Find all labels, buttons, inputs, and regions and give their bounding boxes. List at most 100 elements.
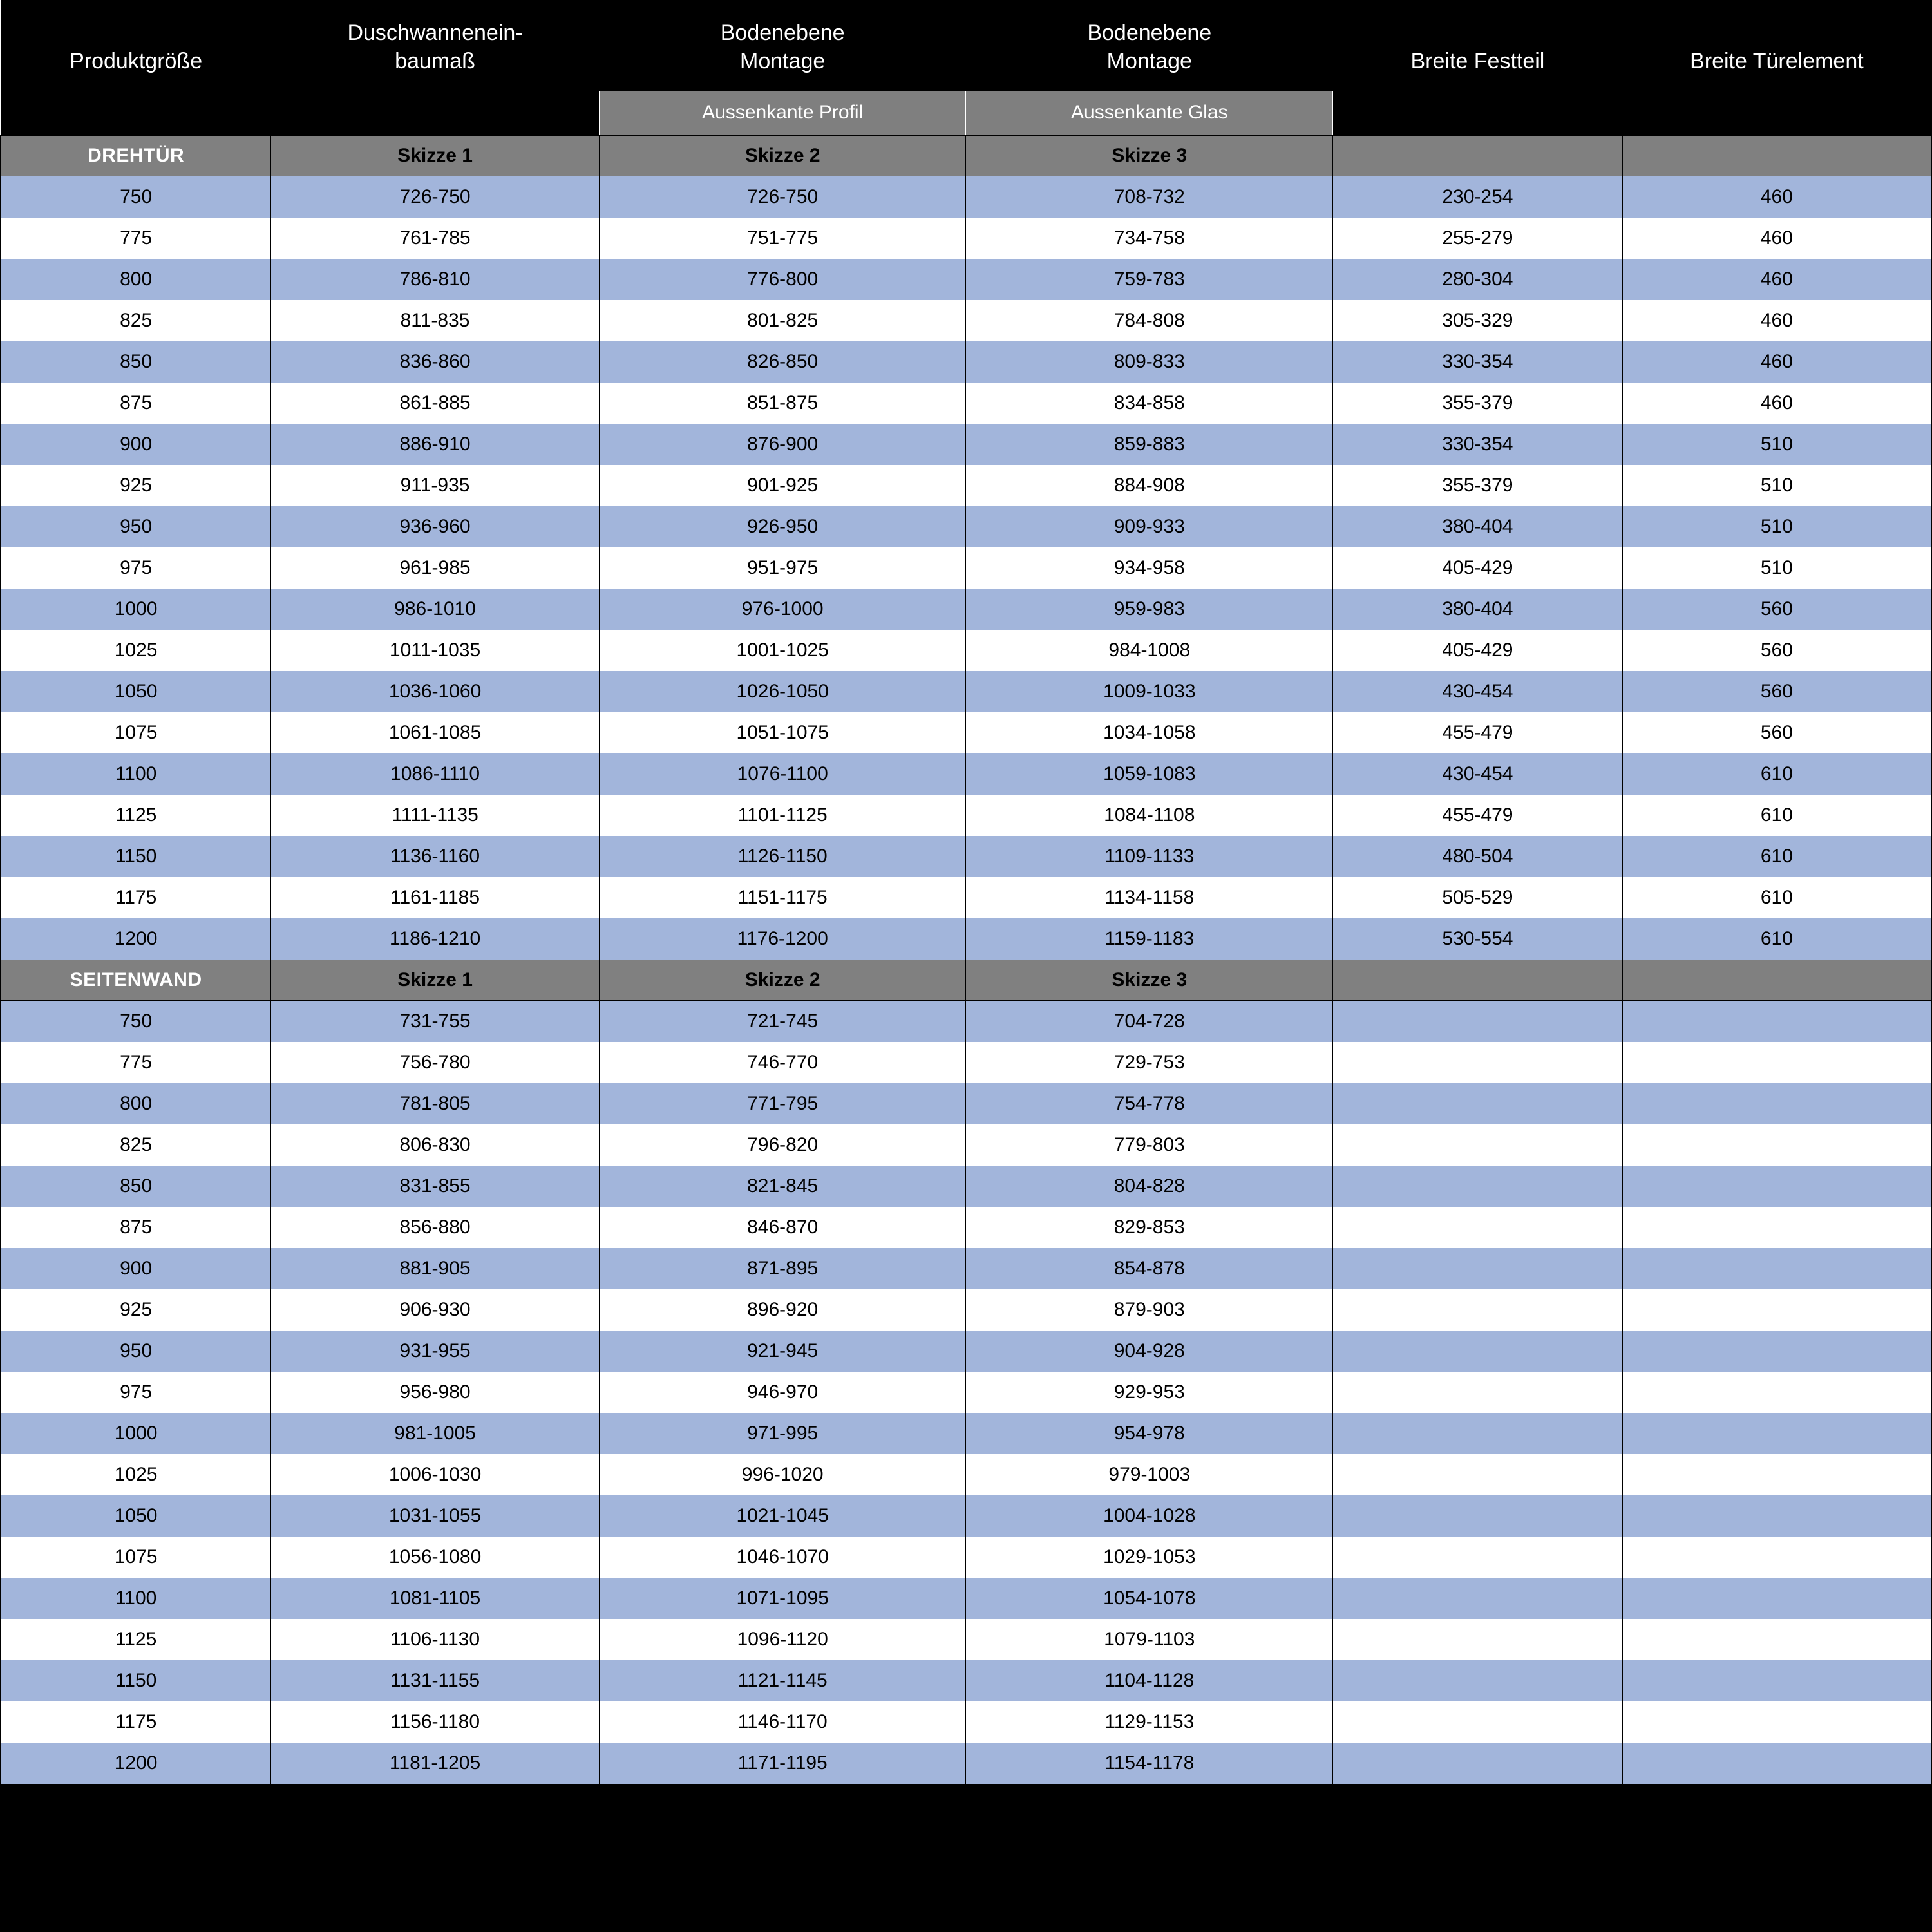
table-cell (1333, 1331, 1623, 1372)
section-label (1622, 135, 1931, 176)
table-cell: 825 (1, 1124, 271, 1166)
table-cell: 806-830 (271, 1124, 600, 1166)
table-cell: 255-279 (1333, 218, 1623, 259)
table-cell: 881-905 (271, 1248, 600, 1289)
table-cell: 1031-1055 (271, 1495, 600, 1537)
table-cell: 826-850 (599, 341, 966, 383)
section-header-row: SEITENWANDSkizze 1Skizze 2Skizze 3 (1, 960, 1931, 1001)
table-cell: 796-820 (599, 1124, 966, 1166)
table-cell: 825 (1, 300, 271, 341)
table-cell: 896-920 (599, 1289, 966, 1331)
table-cell: 1081-1105 (271, 1578, 600, 1619)
section-label: Skizze 1 (271, 960, 600, 1001)
table-row: 950936-960926-950909-933380-404510 (1, 506, 1931, 547)
table-cell: 1026-1050 (599, 671, 966, 712)
table-row: 11251106-11301096-11201079-1103 (1, 1619, 1931, 1660)
header-cell: Bodenebene (599, 1, 966, 48)
table-cell (1333, 1166, 1623, 1207)
table-cell (1622, 1001, 1931, 1043)
table-cell: 934-958 (966, 547, 1333, 589)
table-cell: 1100 (1, 1578, 271, 1619)
table-cell: 460 (1622, 341, 1931, 383)
table-cell: 1051-1075 (599, 712, 966, 753)
table-cell: 405-429 (1333, 630, 1623, 671)
header-cell: baumaß (271, 47, 600, 91)
table-cell: 1150 (1, 1660, 271, 1701)
table-cell: 1079-1103 (966, 1619, 1333, 1660)
table-cell: 751-775 (599, 218, 966, 259)
table-cell (1333, 1660, 1623, 1701)
section-label: Skizze 2 (599, 960, 966, 1001)
table-cell: 804-828 (966, 1166, 1333, 1207)
table-row: 1000981-1005971-995954-978 (1, 1413, 1931, 1454)
table-cell: 834-858 (966, 383, 1333, 424)
table-cell: 1126-1150 (599, 836, 966, 877)
table-cell: 1100 (1, 753, 271, 795)
table-cell: 430-454 (1333, 753, 1623, 795)
table-cell: 1161-1185 (271, 877, 600, 918)
table-cell: 1175 (1, 1701, 271, 1743)
table-cell: 1025 (1, 630, 271, 671)
table-cell (1333, 1248, 1623, 1289)
table-cell: 1046-1070 (599, 1537, 966, 1578)
table-cell: 929-953 (966, 1372, 1333, 1413)
table-cell (1333, 1289, 1623, 1331)
table-cell: 956-980 (271, 1372, 600, 1413)
table-cell: 1096-1120 (599, 1619, 966, 1660)
table-cell: 330-354 (1333, 341, 1623, 383)
table-cell: 846-870 (599, 1207, 966, 1248)
table-cell: 954-978 (966, 1413, 1333, 1454)
table-cell: 1029-1053 (966, 1537, 1333, 1578)
table-cell: 1000 (1, 1413, 271, 1454)
table-cell: 380-404 (1333, 506, 1623, 547)
table-cell: 1006-1030 (271, 1454, 600, 1495)
table-row: 11501136-11601126-11501109-1133480-50461… (1, 836, 1931, 877)
section-label: Skizze 2 (599, 135, 966, 176)
table-cell (1333, 1537, 1623, 1578)
table-cell: 876-900 (599, 424, 966, 465)
section-header-row: DREHTÜRSkizze 1Skizze 2Skizze 3 (1, 135, 1931, 176)
table-cell: 771-795 (599, 1083, 966, 1124)
table-cell: 610 (1622, 795, 1931, 836)
table-cell (1622, 1372, 1931, 1413)
table-cell: 305-329 (1333, 300, 1623, 341)
table-cell: 560 (1622, 712, 1931, 753)
section-label: Skizze 3 (966, 135, 1333, 176)
table-cell: 979-1003 (966, 1454, 1333, 1495)
table-cell: 861-885 (271, 383, 600, 424)
table-cell (1333, 1042, 1623, 1083)
table-cell (1333, 1743, 1623, 1785)
header-cell (1333, 1, 1623, 48)
table-row: 11501131-11551121-11451104-1128 (1, 1660, 1931, 1701)
table-cell: 1151-1175 (599, 877, 966, 918)
table-cell: 560 (1622, 589, 1931, 630)
table-cell: 330-354 (1333, 424, 1623, 465)
table-cell: 886-910 (271, 424, 600, 465)
table-cell: 1061-1085 (271, 712, 600, 753)
table-cell: 560 (1622, 671, 1931, 712)
table-cell: 355-379 (1333, 465, 1623, 506)
table-cell: 1200 (1, 1743, 271, 1785)
table-cell (1622, 1578, 1931, 1619)
table-cell: 460 (1622, 383, 1931, 424)
table-cell: 931-955 (271, 1331, 600, 1372)
table-cell (1333, 1495, 1623, 1537)
table-cell: 1009-1033 (966, 671, 1333, 712)
table-cell: 781-805 (271, 1083, 600, 1124)
table-cell (1622, 1331, 1931, 1372)
table-cell: 1101-1125 (599, 795, 966, 836)
table-cell (1622, 1166, 1931, 1207)
table-cell: 734-758 (966, 218, 1333, 259)
table-cell: 875 (1, 1207, 271, 1248)
table-row: 825811-835801-825784-808305-329460 (1, 300, 1931, 341)
header-cell (1622, 1, 1931, 48)
section-label (1622, 960, 1931, 1001)
table-cell: 821-845 (599, 1166, 966, 1207)
table-cell (1622, 1495, 1931, 1537)
header-cell: Montage (966, 47, 1333, 91)
table-row: 11001081-11051071-10951054-1078 (1, 1578, 1931, 1619)
table-cell: 786-810 (271, 259, 600, 300)
table-cell: 936-960 (271, 506, 600, 547)
table-cell: 950 (1, 506, 271, 547)
table-cell: 1134-1158 (966, 877, 1333, 918)
